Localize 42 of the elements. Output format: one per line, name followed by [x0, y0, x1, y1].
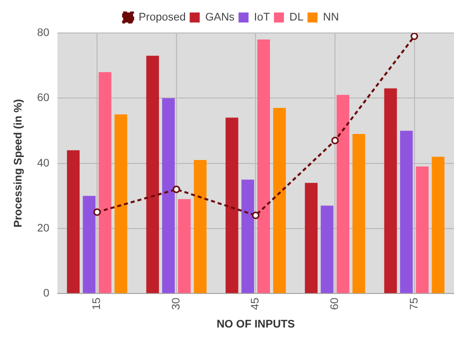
bar: [400, 130, 413, 294]
legend-label: IoT: [254, 12, 270, 24]
bar: [384, 88, 397, 294]
x-axis-title: NO OF INPUTS: [216, 318, 295, 330]
bar: [432, 156, 444, 294]
bar: [304, 182, 318, 294]
bar: [114, 114, 128, 294]
y-tick-label: 80: [37, 27, 50, 40]
y-axis-title: Processing Speed (in %): [12, 98, 25, 228]
bar: [336, 94, 350, 294]
y-tick-label: 20: [37, 222, 50, 234]
bar: [146, 56, 159, 294]
y-tick-label: 0: [43, 288, 50, 300]
y-tick-label: 60: [37, 92, 50, 104]
bar: [241, 180, 254, 294]
point: [172, 186, 180, 194]
point: [93, 208, 101, 216]
legend-label: NN: [322, 12, 339, 24]
bar: [416, 166, 429, 294]
y-tick-label: 40: [37, 157, 50, 170]
legend-label: Proposed: [138, 12, 186, 24]
point: [331, 136, 339, 144]
x-tick-label: 75: [408, 298, 420, 310]
bar: [82, 196, 96, 294]
bar: [162, 98, 175, 294]
bar: [352, 134, 366, 294]
bar: [98, 72, 112, 294]
bar: [66, 150, 80, 294]
point: [410, 33, 418, 40]
legend-label: GANs: [205, 12, 236, 24]
x-tick-label: 15: [91, 298, 104, 310]
bar: [273, 108, 286, 294]
x-tick-label: 45: [250, 298, 262, 310]
bar: [178, 199, 191, 294]
point: [252, 212, 260, 220]
bar: [194, 160, 207, 294]
x-tick-label: 60: [329, 298, 342, 310]
bar: [257, 40, 270, 294]
bar: [320, 206, 334, 294]
x-tick-label: 30: [170, 298, 182, 310]
bar: [226, 118, 238, 294]
legend-label: DL: [289, 12, 304, 24]
